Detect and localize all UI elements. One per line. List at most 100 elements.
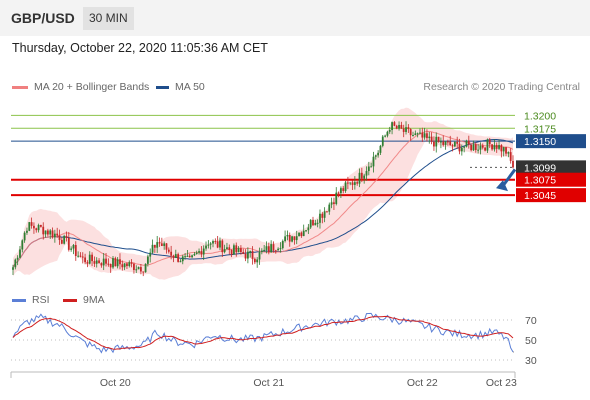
candle-body — [235, 245, 238, 253]
candle-body — [470, 144, 473, 151]
chart-header: GBP/USD 30 MIN — [0, 0, 590, 36]
candle-body — [365, 171, 368, 176]
candle-body — [40, 224, 42, 227]
candle-body — [400, 124, 403, 129]
candle-body — [444, 141, 447, 145]
candle-body — [330, 202, 333, 205]
candle-body — [281, 241, 284, 249]
candle-body — [416, 133, 419, 135]
x-tick-label: Oct 22 — [407, 377, 438, 389]
candle-body — [249, 251, 252, 253]
candle-body — [95, 260, 98, 264]
legend-ma20-label: MA 20 + Bollinger Bands — [34, 81, 150, 93]
candle-body — [386, 131, 389, 136]
candle-body — [181, 256, 184, 262]
candle-body — [414, 133, 417, 135]
candle-body — [402, 128, 405, 132]
timeframe-button[interactable]: 30 MIN — [83, 7, 134, 30]
candle-body — [167, 249, 170, 252]
candle-body — [358, 172, 361, 184]
candle-body — [14, 259, 17, 268]
candle-body — [91, 254, 93, 262]
candle-body — [509, 152, 512, 161]
candle-body — [293, 236, 296, 241]
candle-body — [105, 258, 107, 264]
candle-body — [442, 141, 445, 145]
candle-body — [507, 152, 510, 154]
candle-body — [153, 244, 156, 248]
candle-body — [119, 259, 121, 265]
candle-body — [428, 136, 431, 139]
level-label-1.3175: 1.3175 — [524, 123, 556, 135]
candle-body — [133, 263, 135, 270]
ma50-line — [12, 139, 514, 268]
candle-body — [488, 139, 491, 145]
candle-body — [60, 239, 63, 244]
candle-body — [288, 234, 291, 242]
candle-body — [270, 244, 273, 253]
candle-body — [184, 256, 186, 258]
candle-body — [179, 261, 182, 263]
candle-body — [465, 140, 468, 147]
candle-body — [77, 255, 80, 257]
candle-body — [209, 243, 212, 245]
legend-rsi: RSI — [12, 294, 50, 306]
candle-body — [212, 241, 214, 244]
candle-body — [46, 230, 49, 235]
candle-body — [126, 263, 128, 267]
candle-body — [326, 211, 328, 213]
candle-body — [377, 152, 380, 156]
legend-ma50: MA 50 — [156, 81, 205, 93]
candle-body — [458, 143, 461, 152]
candle-body — [186, 255, 189, 257]
candle-body — [72, 245, 75, 249]
candle-body — [379, 145, 382, 153]
candle-body — [449, 141, 452, 146]
candle-body — [84, 257, 86, 263]
candle-body — [500, 145, 503, 152]
candle-body — [188, 255, 191, 258]
forecast-arrow-head — [496, 180, 508, 192]
candle-body — [440, 141, 442, 143]
candle-body — [328, 204, 331, 212]
candle-body — [58, 235, 61, 240]
candle-body — [256, 259, 259, 263]
candle-body — [337, 192, 340, 194]
candle-body — [200, 251, 203, 255]
candle-body — [12, 267, 14, 270]
ma9-swatch — [63, 298, 77, 302]
candle-body — [98, 260, 100, 264]
candle-body — [165, 243, 168, 250]
candle-body — [435, 136, 438, 147]
timestamp: Thursday, October 22, 2020 11:05:36 AM C… — [12, 41, 268, 55]
candle-body — [228, 247, 231, 250]
candle-body — [319, 213, 321, 223]
candle-body — [305, 230, 307, 232]
candle-body — [21, 240, 24, 250]
ma50-swatch — [156, 85, 169, 89]
candle-body — [102, 258, 105, 266]
candle-body — [230, 249, 233, 255]
candle-body — [372, 156, 375, 167]
legend-rsi-label: RSI — [32, 294, 50, 306]
candle-body — [300, 232, 303, 237]
candle-body — [88, 254, 91, 264]
candle-body — [67, 237, 70, 250]
candle-body — [286, 234, 289, 237]
candle-body — [233, 245, 235, 255]
level-tag-1.3150 — [516, 134, 586, 149]
candle-body — [214, 241, 217, 243]
candle-body — [312, 219, 314, 226]
candle-body — [463, 146, 466, 148]
rsi-tick-50: 50 — [525, 335, 537, 347]
candle-body — [437, 136, 440, 143]
rsi-tick-30: 30 — [525, 355, 537, 367]
candle-body — [388, 130, 391, 132]
candle-body — [460, 147, 463, 152]
candle-body — [374, 155, 377, 157]
candle-body — [477, 149, 480, 151]
ma20-line — [12, 131, 514, 268]
candle-body — [279, 248, 282, 250]
x-tick-label: Oct 20 — [100, 377, 131, 389]
candle-body — [263, 249, 266, 251]
